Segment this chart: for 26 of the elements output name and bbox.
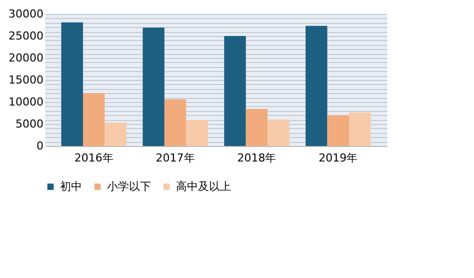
legend-label: 小学以下 (107, 180, 151, 193)
x-tick-label: 2017年 (156, 152, 195, 164)
legend-label: 高中及以上 (176, 180, 231, 193)
bar (164, 99, 186, 146)
bar (61, 22, 83, 146)
bar (327, 115, 349, 146)
x-tick-label: 2018年 (237, 152, 276, 164)
bar (306, 26, 328, 146)
bar (142, 28, 164, 146)
y-tick-label: 30000 (8, 8, 44, 20)
y-tick-label: 15000 (8, 74, 44, 86)
x-tick-label: 2016年 (74, 152, 114, 164)
y-tick-label: 25000 (8, 30, 44, 42)
y-tick-label: 20000 (8, 52, 44, 64)
bar (246, 109, 268, 146)
y-tick-label: 10000 (8, 96, 44, 108)
bar (224, 36, 246, 146)
bar (268, 120, 290, 146)
bar (186, 120, 208, 146)
bar (83, 93, 105, 146)
bar (104, 122, 126, 146)
y-tick-label: 5000 (16, 118, 44, 130)
bar (349, 112, 371, 146)
y-tick-label: 0 (36, 140, 44, 152)
x-tick-label: 2019年 (318, 152, 358, 164)
legend-label: 初中 (60, 180, 82, 193)
